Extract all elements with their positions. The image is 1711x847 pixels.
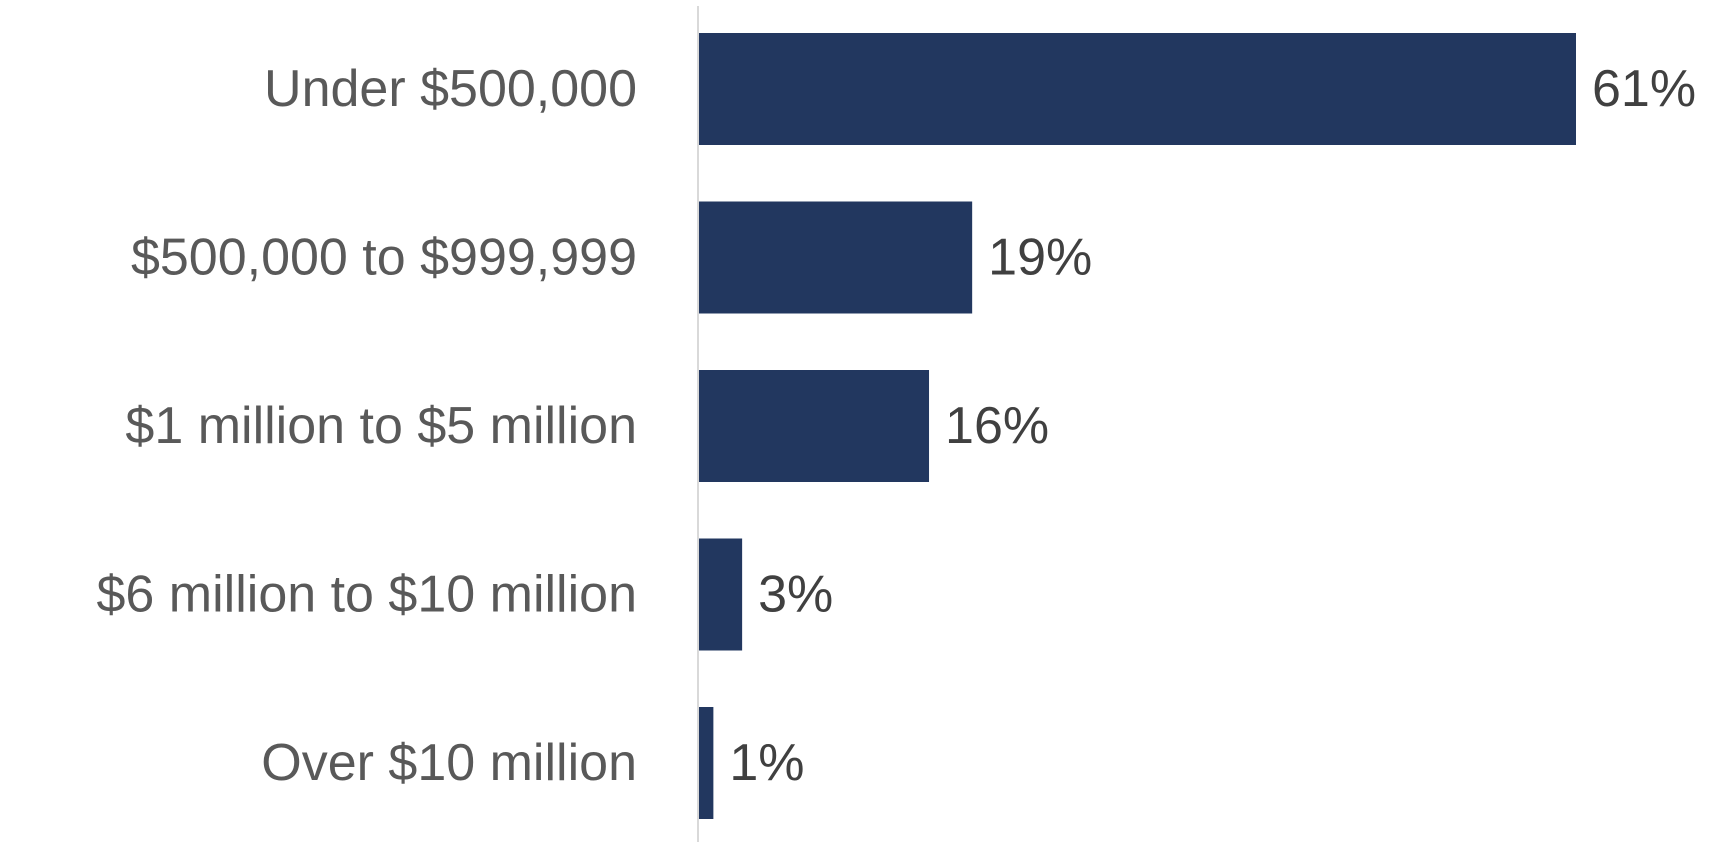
value-label: 16% [945, 397, 1049, 455]
bars-layer [699, 33, 1576, 819]
value-label: 3% [758, 566, 833, 624]
bar [699, 201, 973, 314]
category-label: $500,000 to $999,999 [131, 229, 637, 287]
value-label: 1% [729, 734, 804, 792]
category-label: Over $10 million [261, 734, 637, 792]
labels-layer: Under $500,000 61% $500,000 to $999,999 19%… [97, 60, 1697, 792]
value-label: 19% [988, 229, 1092, 287]
bar [699, 538, 743, 651]
value-label: 61% [1592, 60, 1696, 118]
bar [699, 707, 714, 819]
bar [699, 33, 1576, 145]
category-label: Under $500,000 [264, 60, 637, 118]
category-label: $1 million to $5 million [125, 397, 637, 455]
category-label: $6 million to $10 million [97, 566, 638, 624]
bar [699, 370, 930, 482]
